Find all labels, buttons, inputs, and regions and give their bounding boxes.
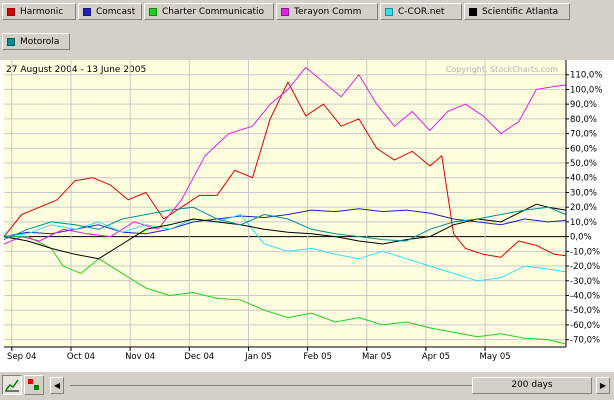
legend-harmonic[interactable]: Harmonic [2, 3, 76, 20]
legend-ccor-label: C-COR.net [398, 6, 445, 17]
legend-row-2: Motorola [0, 30, 614, 52]
y-tick-label: 0,0% [570, 233, 592, 243]
y-tick-label: 90,0% [570, 100, 597, 110]
y-tick-label: 100,0% [570, 85, 602, 95]
legend-charter-swatch [149, 7, 157, 16]
legend-ccor[interactable]: C-COR.net [380, 3, 462, 20]
y-tick-label: 70,0% [570, 130, 597, 140]
scroll-left-button[interactable]: ◀ [50, 377, 64, 394]
legend-terayon-swatch [281, 7, 289, 16]
y-tick-label: 60,0% [570, 144, 597, 154]
y-tick-label: -60,0% [570, 321, 600, 331]
series-line-terayon-comm [3, 66, 567, 245]
legend-charter-label: Charter Communicatio [162, 6, 265, 17]
x-tick-label: Feb 05 [303, 352, 332, 362]
y-tick-label: 40,0% [570, 174, 597, 184]
legend-ccor-swatch [385, 7, 393, 16]
x-tick-label: Sep 04 [7, 352, 37, 362]
y-tick-label: 20,0% [570, 203, 597, 213]
legend-motorola-swatch [7, 37, 15, 46]
x-tick-label: Apr 05 [422, 352, 450, 362]
legend-comcast-label: Comcast [96, 6, 136, 17]
series-line-c-cor-net [3, 214, 567, 282]
legend-terayon-label: Terayon Comm [294, 6, 362, 17]
y-tick-label: -40,0% [570, 291, 600, 301]
legend-scientific-atlanta-label: Scientific Atlanta [482, 6, 559, 17]
legend-motorola[interactable]: Motorola [2, 33, 70, 50]
series-lines [3, 66, 567, 345]
y-axis-ticks: 110,0% 100,0% 90,0% 80,0% 70,0% 60,0% 50,0% 40,… [566, 71, 602, 346]
candle-chart-icon [28, 379, 39, 390]
legend-scientific-atlanta-swatch [469, 7, 477, 16]
range-thumb[interactable]: 200 days [472, 377, 592, 394]
legend-motorola-label: Motorola [20, 36, 60, 47]
date-range-scrollbar[interactable]: 200 days [66, 377, 592, 394]
copyright-watermark: Copyright, StockCharts.com [446, 65, 558, 74]
x-tick-label: Oct 04 [67, 352, 95, 362]
y-tick-label: -20,0% [570, 262, 600, 272]
grid-lines [4, 60, 566, 347]
series-line-comcast [3, 208, 567, 238]
plot-area [4, 60, 566, 347]
y-tick-label: -70,0% [570, 336, 600, 346]
x-axis-ticks: Sep 04 Oct 04 Nov 04 Dec 04 Jan 05 Feb 05 Mar … [7, 347, 511, 362]
legend-terayon[interactable]: Terayon Comm [276, 3, 378, 20]
x-tick-label: Mar 05 [362, 352, 392, 362]
legend-scientific-atlanta[interactable]: Scientific Atlanta [464, 3, 570, 20]
legend-harmonic-swatch [7, 7, 15, 16]
y-tick-label: -30,0% [570, 277, 600, 287]
series-line-harmonic [3, 81, 567, 258]
y-tick-label: 30,0% [570, 188, 597, 198]
bottom-toolbar: ◀ 200 days ▶ [0, 372, 614, 400]
series-line-charter-communicatio [4, 236, 567, 345]
legend-harmonic-label: Harmonic [20, 6, 64, 17]
scroll-right-button[interactable]: ▶ [596, 377, 610, 394]
y-tick-label: 50,0% [570, 159, 597, 169]
x-tick-label: Nov 04 [125, 352, 155, 362]
legend-row-1: Harmonic Comcast Charter Communicatio Te… [0, 0, 614, 22]
y-tick-label: 110,0% [570, 71, 602, 81]
legend-charter[interactable]: Charter Communicatio [144, 3, 274, 20]
line-chart-tool-button[interactable] [2, 375, 22, 395]
y-tick-label: 10,0% [570, 218, 597, 228]
legend-comcast-swatch [83, 7, 91, 16]
line-chart-icon [5, 379, 19, 392]
y-tick-label: -10,0% [570, 247, 600, 257]
scroll-track-line [70, 385, 588, 386]
legend-comcast[interactable]: Comcast [78, 3, 142, 20]
performance-chart: 27 August 2004 - 13 June 2005 Copyright,… [0, 60, 614, 372]
chart-date-range: 27 August 2004 - 13 June 2005 [6, 65, 146, 75]
series-line-scientific-atlanta [3, 203, 567, 260]
x-tick-label: Jan 05 [244, 352, 272, 362]
y-tick-label: 80,0% [570, 115, 597, 125]
series-line-motorola [3, 206, 567, 242]
candle-chart-tool-button[interactable] [24, 375, 44, 395]
x-tick-label: Dec 04 [184, 352, 214, 362]
y-tick-label: -50,0% [570, 306, 600, 316]
x-tick-label: May 05 [480, 352, 511, 362]
